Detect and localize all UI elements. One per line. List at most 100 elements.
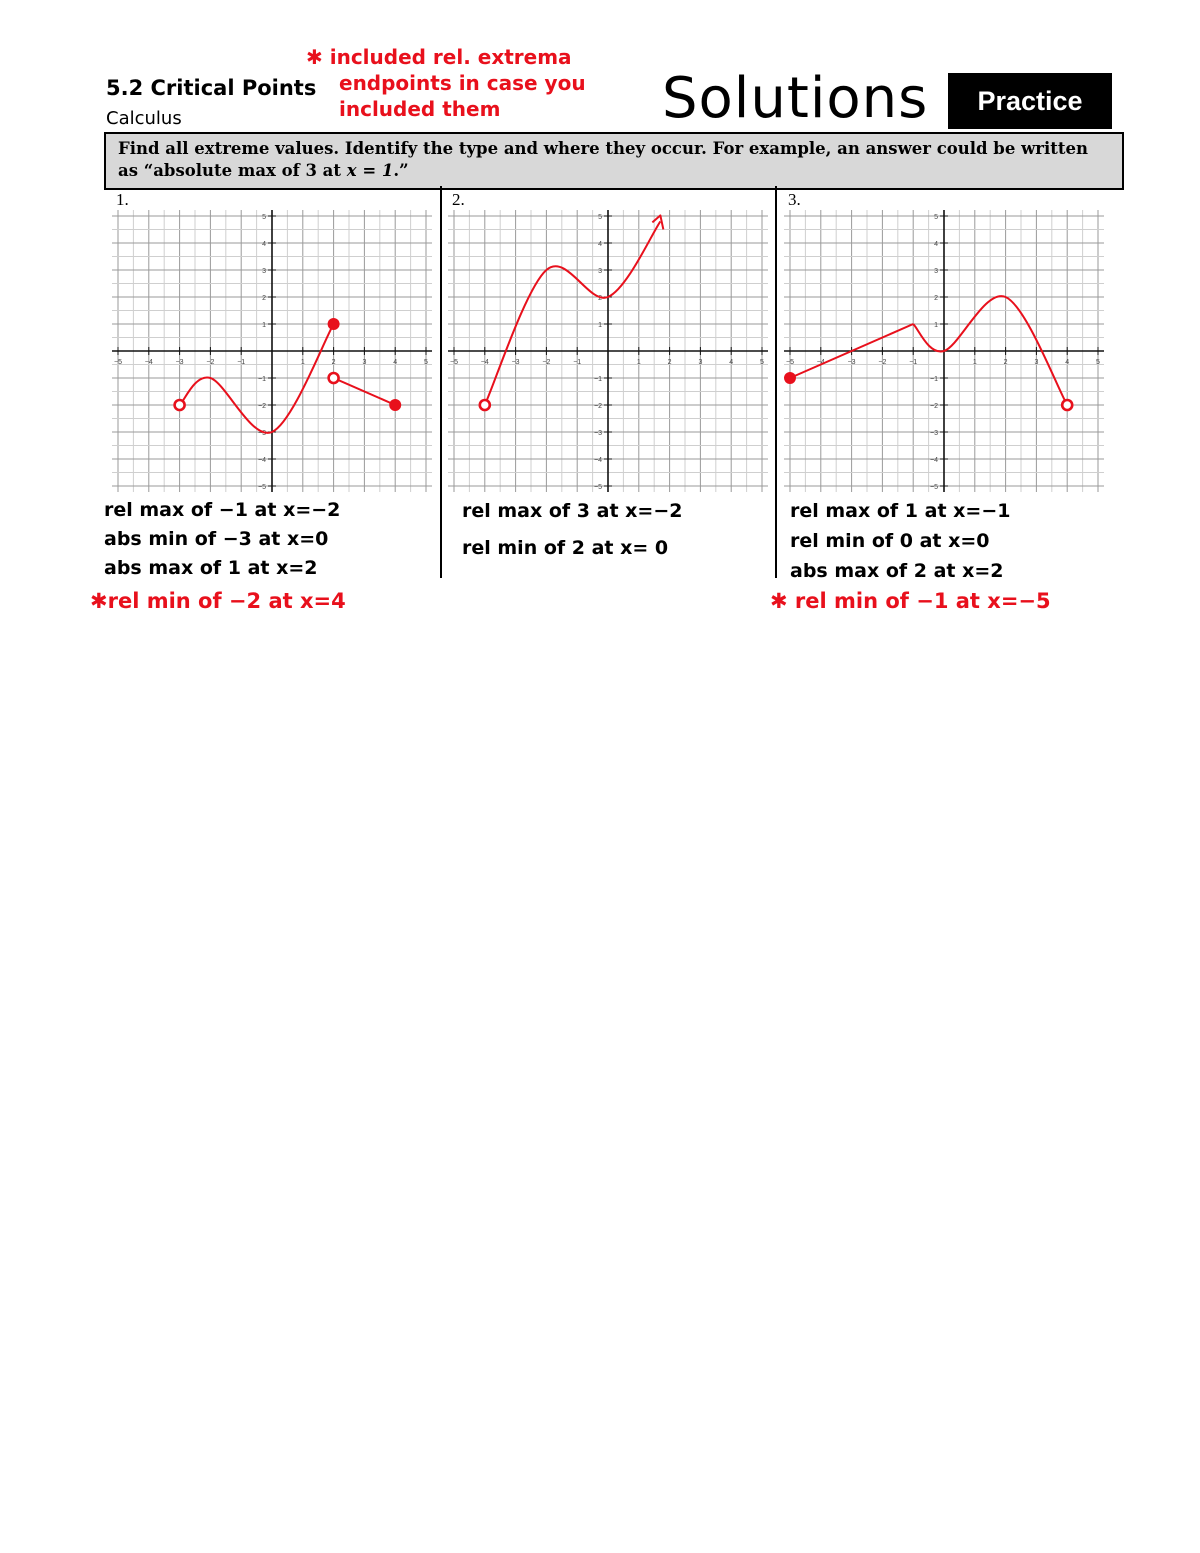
problem-3-number: 3. — [788, 190, 801, 209]
x-tick-label: −5 — [450, 359, 458, 366]
x-tick-label: 5 — [760, 359, 764, 366]
x-tick-label: −5 — [786, 359, 794, 366]
graph-problem-3: −5 −4 −3 −2 −1 1 2 3 4 5 −5 −4 −3 −2 −1 1 2 3 4 5 — [784, 210, 1104, 492]
y-tick-label: −1 — [930, 376, 938, 383]
instructions-line-2: as “absolute max of 3 at x = 1.” — [118, 160, 1118, 182]
instructions-math: x = 1 — [346, 161, 394, 180]
x-tick-label: 4 — [393, 359, 397, 366]
y-tick-label: 5 — [262, 214, 266, 221]
open-endpoint — [327, 371, 340, 385]
y-tick-label: −4 — [258, 457, 266, 464]
x-tick-label: 1 — [301, 359, 305, 366]
y-tick-label: 3 — [934, 268, 938, 275]
problem-1-answer-3: abs max of 1 at x=2 — [104, 557, 318, 579]
x-tick-label: −3 — [512, 359, 520, 366]
x-tick-label: 5 — [1096, 359, 1100, 366]
y-tick-label: −1 — [258, 376, 266, 383]
x-tick-label: −1 — [573, 359, 581, 366]
worksheet-title: 5.2 Critical Points — [106, 76, 317, 100]
x-tick-label: −4 — [481, 359, 489, 366]
curve-arrowhead — [651, 214, 665, 230]
x-tick-label: −2 — [542, 359, 550, 366]
x-tick-label: −2 — [878, 359, 886, 366]
problem-2-answer-2: rel min of 2 at x= 0 — [462, 537, 669, 559]
x-tick-label: −3 — [848, 359, 856, 366]
x-tick-label: 2 — [1004, 359, 1008, 366]
y-tick-label: 1 — [262, 322, 266, 329]
problem-1-extra-answer: ✱rel min of −2 at x=4 — [90, 589, 346, 613]
y-tick-label: −4 — [930, 457, 938, 464]
instructions-line-1: Find all extreme values. Identify the ty… — [118, 139, 1088, 158]
problem-1-answer-2: abs min of −3 at x=0 — [104, 528, 329, 550]
problem-1-number: 1. — [116, 190, 129, 209]
curve-segment — [789, 323, 914, 379]
y-tick-label: −3 — [930, 430, 938, 437]
y-tick-label: −2 — [594, 403, 602, 410]
x-tick-label: 3 — [362, 359, 366, 366]
problem-2-answer-1: rel max of 3 at x=−2 — [462, 500, 683, 522]
x-tick-label: −3 — [176, 359, 184, 366]
y-tick-label: 4 — [934, 241, 938, 248]
x-tick-label: −4 — [145, 359, 153, 366]
x-tick-label: −1 — [909, 359, 917, 366]
y-tick-label: −5 — [930, 484, 938, 491]
y-tick-label: 4 — [262, 241, 266, 248]
note-line-2: endpoints in case you — [339, 71, 586, 95]
instructions-suffix: .” — [393, 161, 409, 180]
problem-3-answer-1: rel max of 1 at x=−1 — [790, 500, 1011, 522]
y-tick-label: −3 — [594, 430, 602, 437]
open-endpoint — [478, 398, 492, 412]
y-tick-label: 3 — [598, 268, 602, 275]
x-tick-label: 4 — [729, 359, 733, 366]
y-tick-label: 4 — [598, 241, 602, 248]
column-divider-2 — [775, 186, 777, 578]
y-tick-label: 5 — [598, 214, 602, 221]
y-tick-label: 2 — [934, 295, 938, 302]
x-tick-label: 1 — [973, 359, 977, 366]
solutions-heading: Solutions — [662, 66, 929, 131]
y-tick-label: 2 — [262, 295, 266, 302]
y-tick-label: 1 — [934, 322, 938, 329]
x-tick-label: −5 — [114, 359, 122, 366]
y-tick-label: −3 — [258, 430, 266, 437]
x-tick-label: 1 — [637, 359, 641, 366]
x-tick-label: −2 — [206, 359, 214, 366]
y-tick-label: 2 — [598, 295, 602, 302]
x-tick-label: 2 — [332, 359, 336, 366]
x-tick-label: 3 — [698, 359, 702, 366]
y-tick-label: −1 — [594, 376, 602, 383]
practice-badge: Practice — [948, 73, 1112, 129]
y-tick-label: −2 — [258, 403, 266, 410]
x-tick-label: 3 — [1034, 359, 1038, 366]
practice-label: Practice — [977, 85, 1083, 116]
problem-2-number: 2. — [452, 190, 465, 209]
y-tick-label: −4 — [594, 457, 602, 464]
curve-segment — [912, 295, 1069, 406]
graph-problem-1: −5 −4 −3 −2 −1 1 2 3 4 5 −5 −4 −3 −2 −1 1 2 3 4 5 — [112, 210, 432, 492]
instructions-box: Find all extreme values. Identify the ty… — [104, 132, 1124, 190]
x-tick-label: −4 — [817, 359, 825, 366]
instructions-prefix: as “absolute max of 3 at — [118, 161, 347, 180]
open-endpoint — [1060, 398, 1074, 412]
closed-endpoint — [389, 399, 402, 411]
y-tick-label: −2 — [930, 403, 938, 410]
open-endpoint — [173, 398, 186, 412]
x-tick-label: 4 — [1065, 359, 1069, 366]
closed-endpoint — [784, 372, 796, 384]
problem-3-extra-answer: ✱ rel min of −1 at x=−5 — [770, 589, 1051, 613]
curve-segment — [333, 377, 396, 406]
problem-3-answer-2: rel min of 0 at x=0 — [790, 530, 990, 552]
graph-problem-2: −5 −4 −3 −2 −1 1 2 3 4 5 −5 −4 −3 −2 −1 1 2 3 4 5 — [448, 210, 768, 492]
subject-label: Calculus — [106, 108, 182, 129]
column-divider-1 — [440, 186, 442, 578]
y-tick-label: 5 — [934, 214, 938, 221]
problem-3-answer-3: abs max of 2 at x=2 — [790, 560, 1004, 582]
curve-segment — [483, 220, 662, 406]
note-line-3: included them — [339, 97, 501, 121]
closed-endpoint — [327, 318, 340, 330]
x-tick-label: 5 — [424, 359, 428, 366]
x-tick-label: −1 — [237, 359, 245, 366]
y-tick-label: 1 — [598, 322, 602, 329]
y-tick-label: −5 — [258, 484, 266, 491]
note-line-1: ✱ included rel. extrema — [306, 45, 572, 69]
